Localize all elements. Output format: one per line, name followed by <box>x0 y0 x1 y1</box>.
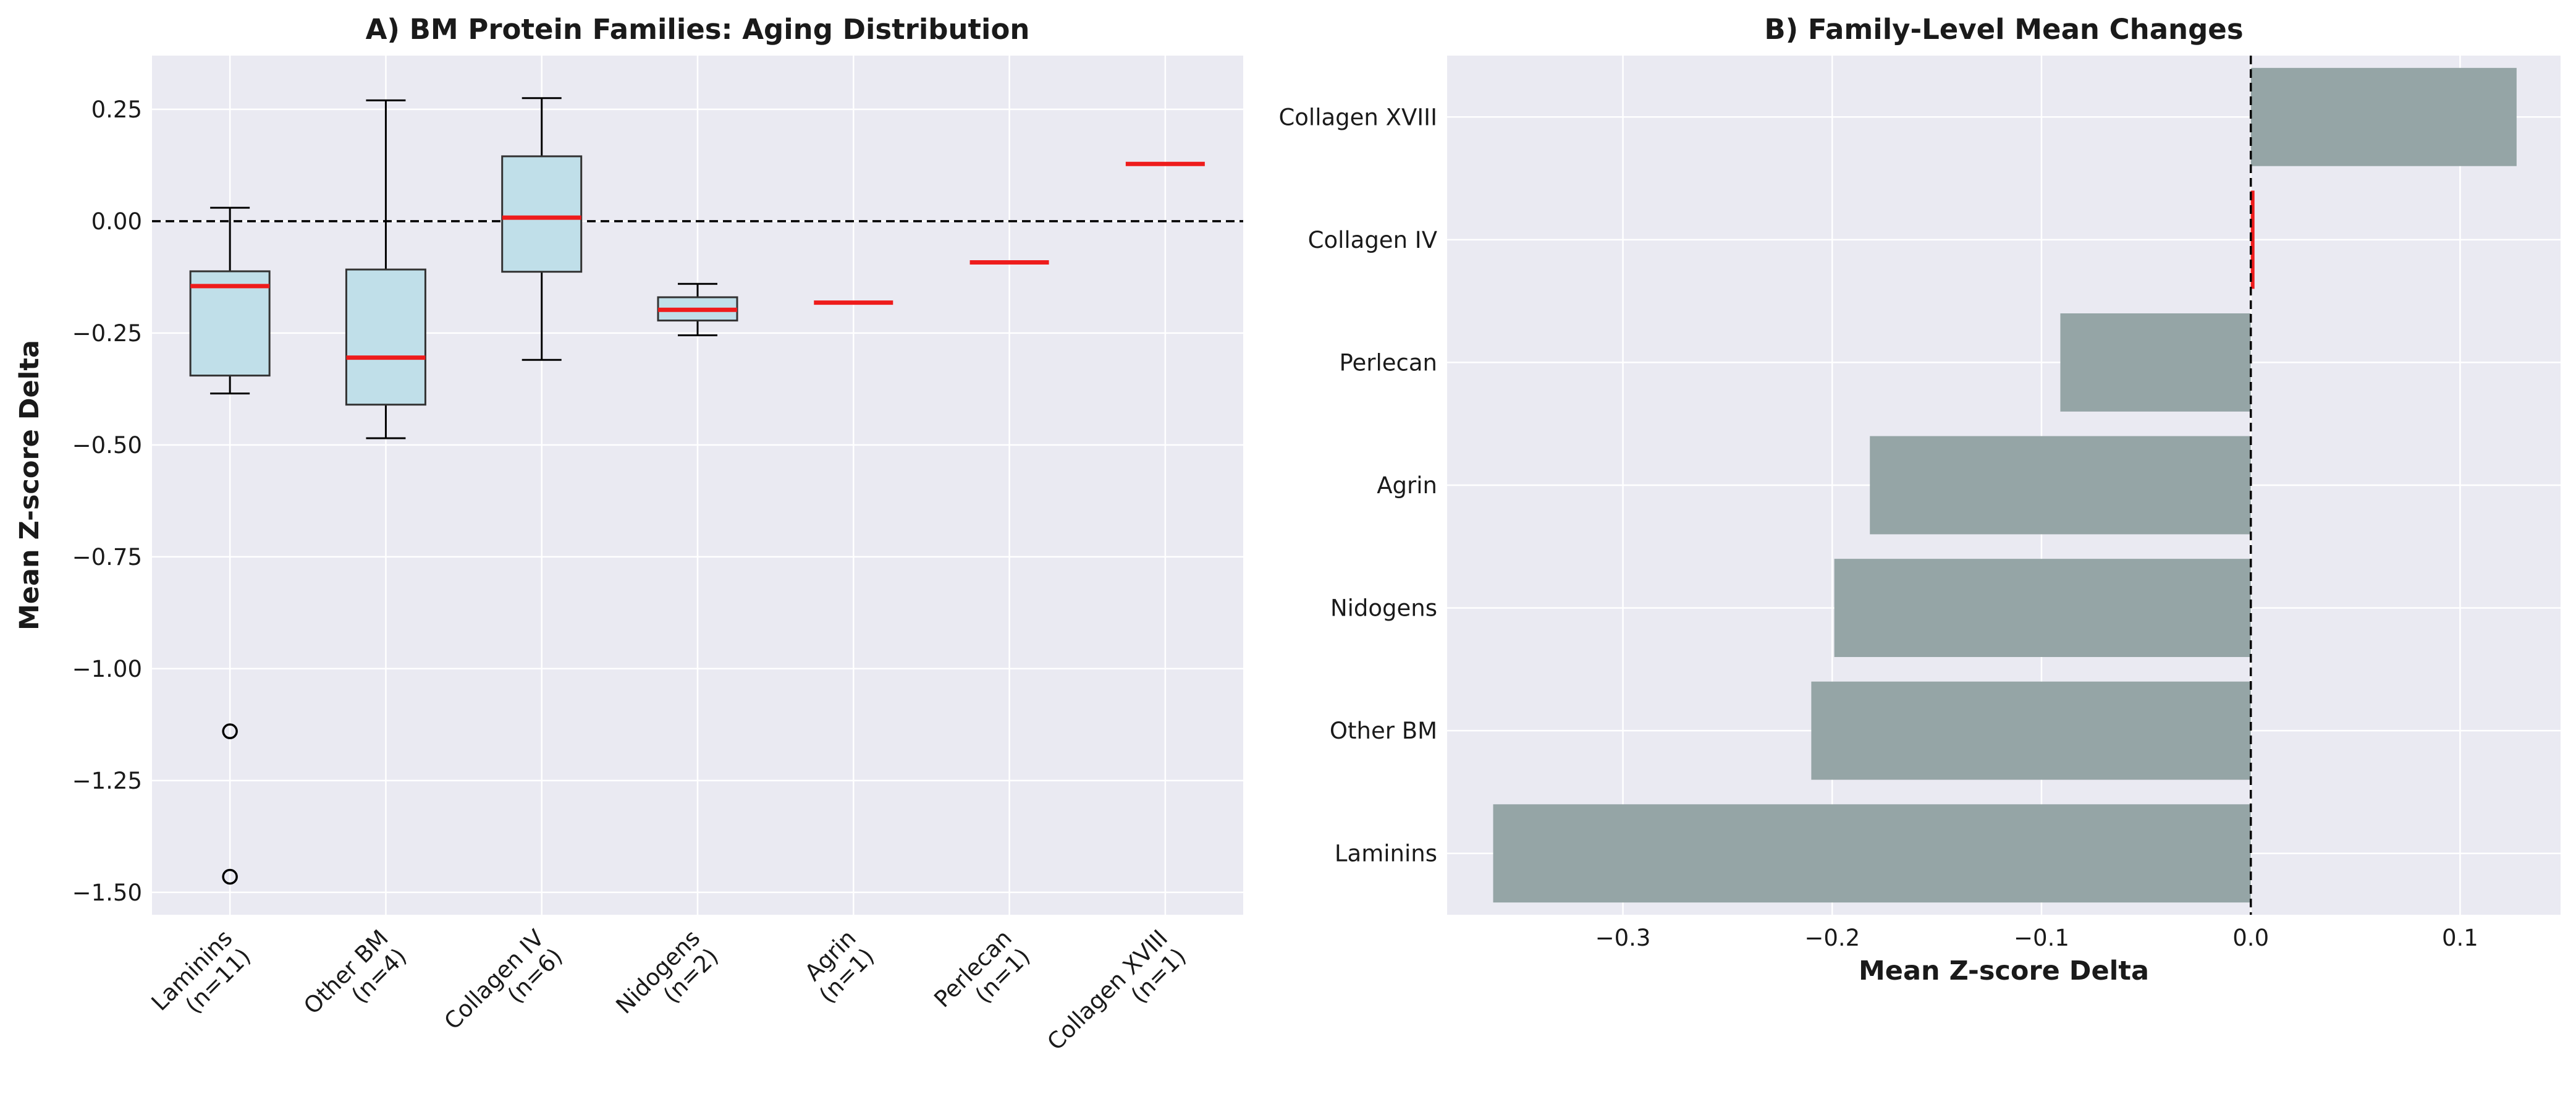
bar-nidogens <box>1834 559 2251 657</box>
x-tick-label: 0.1 <box>2442 925 2478 951</box>
bar-chart-panel: Collagen XVIII Collagen IV Perlecan Agrin Ni… <box>1278 13 2561 986</box>
y-tick-label: Agrin <box>1377 472 1437 499</box>
y-tick-label: Perlecan <box>1340 349 1437 376</box>
x-tick-label: Perlecan(n=1) <box>929 925 1035 1031</box>
box-laminins <box>189 206 271 885</box>
bar-perlecan <box>2060 313 2251 412</box>
box-series <box>189 97 1205 885</box>
x-tick-label: 0.0 <box>2232 925 2269 951</box>
outlier-point <box>222 868 238 885</box>
box-plot-panel: 0.25 0.00 −0.25 −0.50 −0.75 −1.00 −1.25 −1.50 L… <box>14 13 1243 1074</box>
y-tick-label: Other BM <box>1330 718 1437 744</box>
box-collagen-iv <box>501 97 583 361</box>
box-other-bm <box>345 99 426 439</box>
y-tick-label: 0.00 <box>91 208 142 235</box>
x-tick-labels: −0.3 −0.2 −0.1 0.0 0.1 <box>1595 925 2478 951</box>
x-tick-label: −0.1 <box>2014 925 2069 951</box>
y-tick-label: −1.50 <box>72 880 142 906</box>
box-iqr <box>189 270 271 377</box>
outlier-point <box>222 723 238 739</box>
chart-title: A) BM Protein Families: Aging Distributi… <box>366 13 1030 46</box>
y-tick-label: −0.25 <box>72 320 142 347</box>
y-tick-label: Collagen XVIII <box>1278 104 1437 130</box>
y-axis-label: Mean Z-score Delta <box>14 340 45 630</box>
y-tick-label: −0.75 <box>72 544 142 570</box>
box-nidogens <box>657 282 738 336</box>
x-tick-label: Collagen IV(n=6) <box>439 925 568 1053</box>
bar-series <box>1493 67 2517 903</box>
x-tick-label: −0.3 <box>1595 925 1651 951</box>
bar-laminins <box>1493 804 2251 903</box>
bar-agrin <box>1870 436 2251 535</box>
y-tick-label: Laminins <box>1335 841 1437 867</box>
chart-title: B) Family-Level Mean Changes <box>1764 13 2243 46</box>
x-tick-label: Agrin(n=1) <box>796 925 880 1009</box>
y-tick-labels: 0.25 0.00 −0.25 −0.50 −0.75 −1.00 −1.25 −1.50 <box>72 96 142 906</box>
x-axis-label: Mean Z-score Delta <box>1859 956 2149 986</box>
x-tick-label: Laminins(n=11) <box>146 925 256 1035</box>
x-tick-label: Collagen XVIII(n=1) <box>1042 925 1191 1074</box>
bar-collagen-iv <box>2250 190 2255 289</box>
x-tick-label: Nidogens(n=2) <box>611 925 724 1037</box>
y-tick-labels: Collagen XVIII Collagen IV Perlecan Agrin Ni… <box>1278 104 1437 867</box>
x-tick-label: −0.2 <box>1804 925 1860 951</box>
x-tick-label: Other BM(n=4) <box>298 925 412 1038</box>
x-tick-labels: Laminins(n=11) Other BM(n=4) Collagen IV(n… <box>146 925 1191 1074</box>
y-tick-label: 0.25 <box>91 96 142 123</box>
box-iqr <box>345 268 426 406</box>
y-tick-label: Nidogens <box>1330 595 1437 622</box>
y-tick-label: Collagen IV <box>1308 227 1437 253</box>
y-tick-label: −1.00 <box>72 656 142 682</box>
bar-other-bm <box>1811 681 2251 780</box>
box-iqr <box>501 155 583 273</box>
y-tick-label: −0.50 <box>72 432 142 459</box>
y-tick-label: −1.25 <box>72 768 142 794</box>
bar-collagen-xviii <box>2250 67 2517 166</box>
